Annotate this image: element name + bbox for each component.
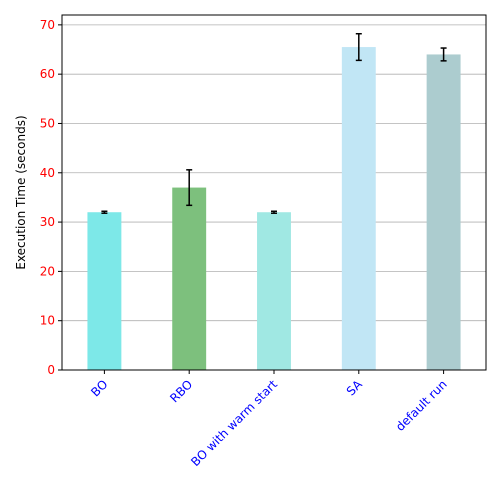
- y-tick-label: 40: [40, 166, 55, 180]
- error-bar: [271, 210, 277, 214]
- bar-sa: [341, 47, 376, 370]
- y-axis-label: Execution Time (seconds): [14, 115, 28, 269]
- y-tick-label: 0: [47, 363, 55, 377]
- y-tick-label: 20: [40, 264, 55, 278]
- y-tick-label: 50: [40, 116, 55, 130]
- bar-bo-with-warm-start: [257, 212, 291, 370]
- y-axis-ticks: 0 10 20 30 40 50 60 70: [40, 18, 62, 377]
- y-tick-label: 70: [40, 18, 55, 32]
- x-tick-label: BO: [88, 377, 110, 399]
- x-tick-label: SA: [344, 377, 366, 399]
- bar-default-run: [426, 54, 461, 370]
- error-bar: [440, 47, 447, 62]
- x-tick-label: default run: [393, 377, 450, 434]
- y-tick-label: 10: [40, 314, 55, 328]
- bar-rbo: [172, 187, 207, 370]
- bar-bo: [87, 212, 122, 370]
- error-bars: [101, 32, 447, 214]
- error-bar: [101, 210, 108, 214]
- y-tick-label: 30: [40, 215, 55, 229]
- x-tick-label: RBO: [167, 377, 195, 405]
- x-tick-label: BO with warm start: [188, 377, 280, 469]
- error-bar: [186, 169, 193, 207]
- y-tick-label: 60: [40, 67, 55, 81]
- error-bar: [355, 32, 362, 62]
- bars: [87, 47, 461, 370]
